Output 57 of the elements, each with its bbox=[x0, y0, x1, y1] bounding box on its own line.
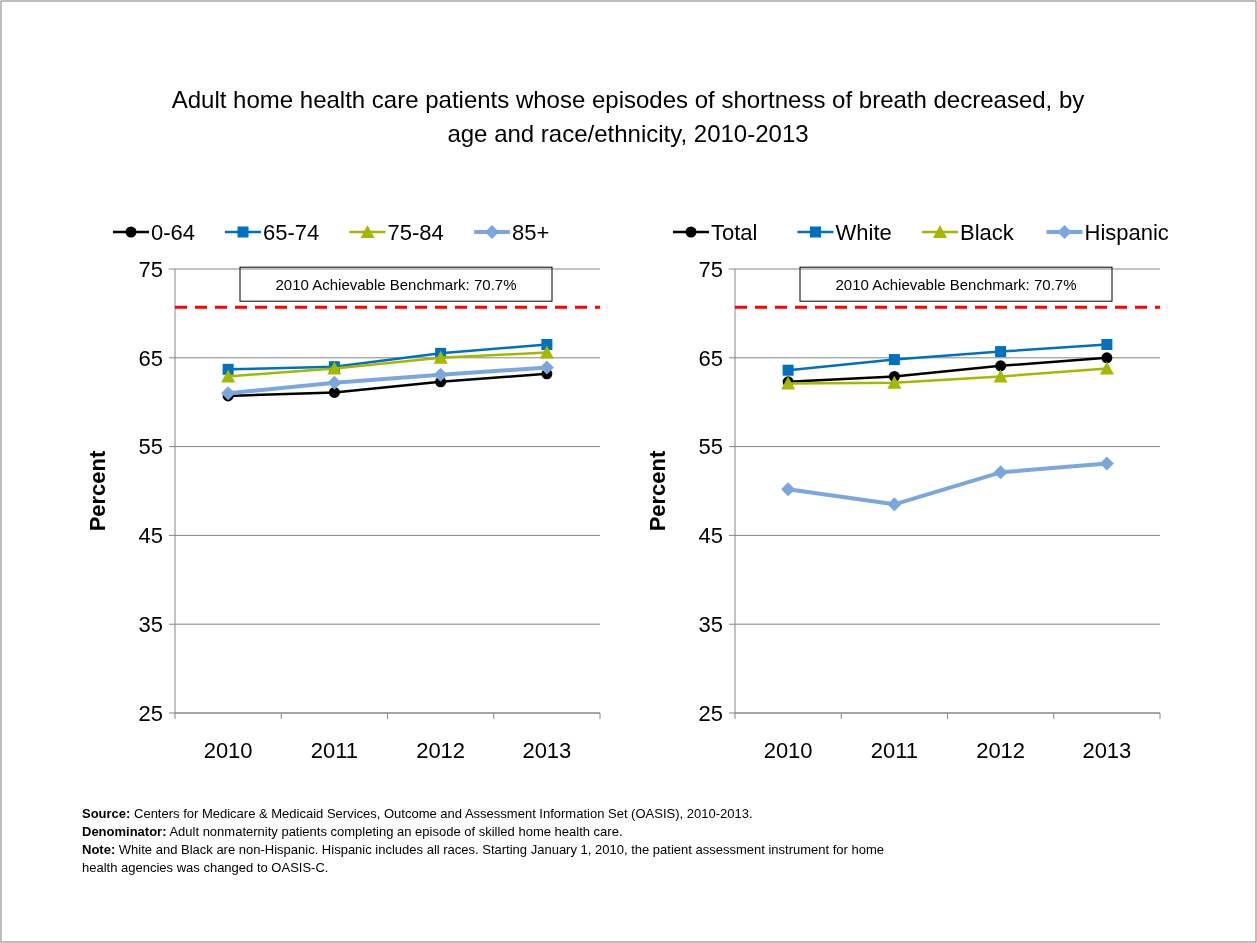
x-tick-label: 2011 bbox=[870, 738, 919, 763]
point bbox=[1099, 456, 1114, 471]
point bbox=[887, 375, 902, 389]
point bbox=[782, 364, 794, 376]
legend-label: Hispanic bbox=[1084, 220, 1169, 245]
y-tick-label: 65 bbox=[698, 345, 723, 371]
y-tick-label: 45 bbox=[698, 523, 723, 549]
y-tick-label: 45 bbox=[138, 523, 163, 549]
y-tick-label: 75 bbox=[138, 256, 163, 282]
legend-label: White bbox=[835, 220, 892, 245]
x-tick-label: 2010 bbox=[203, 738, 253, 763]
y-tick-label: 35 bbox=[138, 611, 163, 637]
point bbox=[888, 354, 900, 366]
y-tick-label: 55 bbox=[138, 434, 163, 460]
y-tick-label: 25 bbox=[138, 700, 163, 726]
y-axis-title: Percent bbox=[85, 449, 110, 532]
point bbox=[433, 367, 448, 382]
y-tick-label: 65 bbox=[138, 345, 163, 371]
point bbox=[221, 369, 236, 383]
x-tick-label: 2013 bbox=[522, 738, 572, 763]
y-tick-label: 55 bbox=[698, 434, 723, 460]
ref-line-label: 2010 Achievable Benchmark: 70.7% bbox=[835, 276, 1077, 294]
x-tick-label: 2012 bbox=[976, 738, 1026, 763]
legend-label: 65-74 bbox=[263, 220, 320, 245]
point bbox=[221, 386, 236, 401]
x-tick-label: 2012 bbox=[416, 738, 466, 763]
point bbox=[995, 360, 1007, 372]
ref-line-label: 2010 Achievable Benchmark: 70.7% bbox=[275, 276, 517, 294]
legend-label: 0-64 bbox=[151, 220, 196, 245]
x-tick-label: 2013 bbox=[1082, 738, 1132, 763]
text: Denominator: Adult nonmaternity patients completing an episode of skilled home health care. bbox=[82, 824, 623, 839]
chart-title: Adult home health care patients whose episodes of shortness of breath decreased, by age and race/ethnicity, 2010-2013 bbox=[171, 86, 1085, 147]
point bbox=[993, 465, 1008, 480]
point bbox=[993, 369, 1008, 383]
point bbox=[1099, 361, 1114, 375]
legend-label: Total bbox=[711, 220, 758, 245]
legend-label: Black bbox=[960, 220, 1015, 245]
y-tick-label: 75 bbox=[698, 256, 723, 282]
point bbox=[781, 482, 796, 497]
text: Note: White and Black are non-Hispanic. Hispanic includes all races. Starting January 1, 2010, the patient assessment instrument for home health agencies was changed to OASIS-C. bbox=[82, 842, 885, 875]
point bbox=[433, 350, 448, 364]
y-axis-title: Percent bbox=[645, 449, 670, 532]
point bbox=[539, 360, 554, 375]
x-tick-label: 2011 bbox=[310, 738, 359, 763]
point bbox=[327, 375, 342, 390]
source-note: Source: Centers for Medicare & Medicaid Services, Outcome and Assessment Information Set (OASIS), 2010-2013. bbox=[82, 806, 753, 821]
y-tick-label: 25 bbox=[698, 700, 723, 726]
x-tick-label: 2010 bbox=[763, 738, 813, 763]
point bbox=[539, 345, 554, 359]
point bbox=[1101, 352, 1113, 364]
legend-label: 75-84 bbox=[387, 220, 444, 245]
point bbox=[541, 338, 553, 350]
y-tick-label: 35 bbox=[698, 611, 723, 637]
legend-label: 85+ bbox=[512, 220, 550, 245]
point bbox=[995, 346, 1007, 358]
point bbox=[887, 497, 902, 512]
point bbox=[1101, 338, 1113, 350]
